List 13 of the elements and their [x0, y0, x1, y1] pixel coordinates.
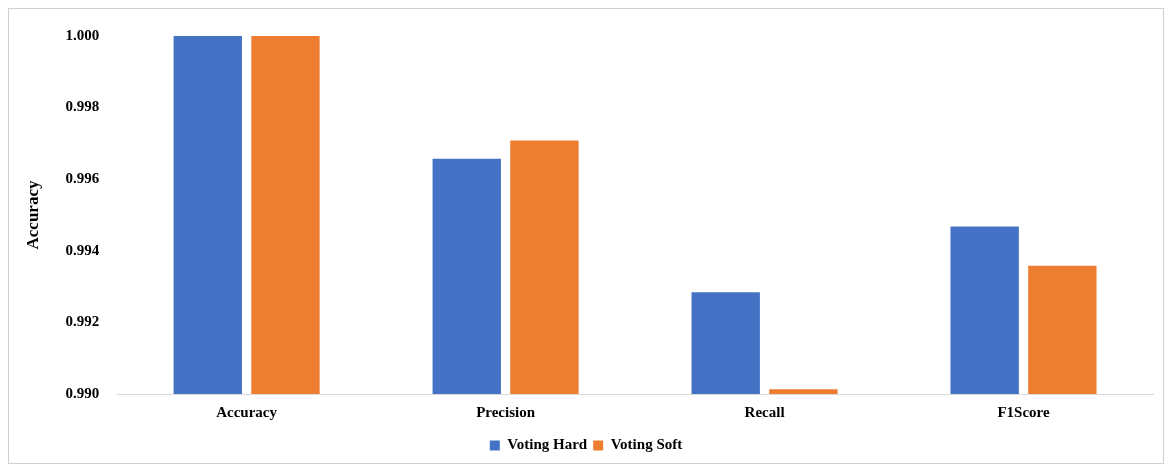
y-tick-label: 1.000 [65, 26, 100, 43]
y-tick-label: 0.992 [65, 313, 100, 330]
y-tick-label: 0.990 [65, 384, 100, 401]
y-tick-label: 0.994 [65, 241, 100, 258]
y-tick-label: 0.996 [65, 170, 100, 187]
x-tick-label: Accuracy [216, 403, 278, 420]
y-axis-title: Accuracy [22, 180, 42, 250]
legend-label: Voting Soft [610, 436, 683, 453]
y-tick-label: 0.998 [65, 98, 100, 115]
x-tick-label: F1Score [997, 403, 1050, 420]
x-tick-label: Recall [744, 403, 785, 420]
legend-label: Voting Hard [507, 436, 588, 453]
x-tick-label: Precision [476, 403, 536, 420]
